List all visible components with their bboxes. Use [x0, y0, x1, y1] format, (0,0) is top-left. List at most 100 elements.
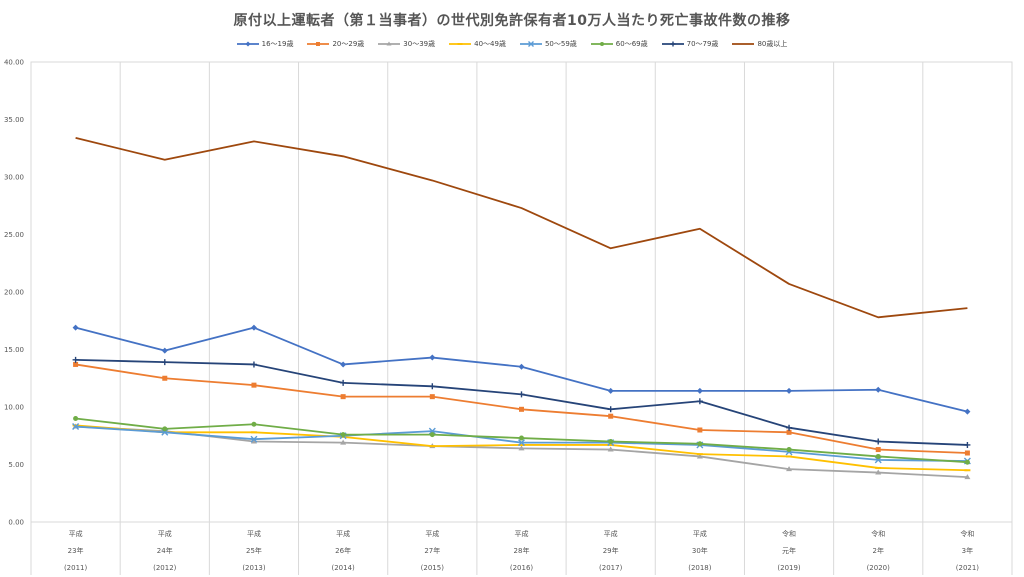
legend-item: 16〜19歳 — [236, 39, 294, 49]
data-point — [245, 41, 251, 47]
data-point — [340, 379, 347, 386]
data-point — [786, 424, 793, 431]
legend-item: 70〜79歳 — [661, 39, 718, 49]
legend-swatch — [236, 41, 259, 47]
legend-swatch — [519, 41, 542, 47]
x-tick-label: (2017) — [599, 564, 623, 572]
data-point — [162, 426, 168, 432]
x-tick-label: (2018) — [688, 564, 712, 572]
y-tick-label: 20.00 — [4, 289, 24, 297]
data-point — [518, 363, 525, 370]
y-tick-label: 35.00 — [4, 116, 24, 124]
data-point — [250, 435, 258, 443]
data-point — [607, 446, 614, 452]
data-point — [340, 394, 346, 400]
x-tick-label: 29年 — [603, 546, 619, 555]
data-point — [696, 453, 703, 459]
legend-item: 80歳以上 — [732, 39, 787, 49]
x-tick-label: 平成 — [515, 529, 529, 538]
legend-swatch — [449, 43, 472, 45]
legend-label: 50〜59歳 — [544, 40, 577, 48]
data-point — [162, 375, 168, 381]
legend-swatch — [732, 43, 755, 45]
data-point — [340, 439, 347, 445]
x-tick-label: 平成 — [336, 529, 350, 538]
data-point — [608, 413, 614, 419]
data-point — [607, 406, 614, 413]
x-tick-label: 元年 — [782, 546, 796, 555]
data-point — [250, 361, 257, 368]
data-point — [786, 429, 792, 435]
legend-label: 30〜39歳 — [403, 40, 436, 48]
legend-swatch — [661, 41, 684, 47]
legend-swatch — [590, 42, 613, 46]
data-point — [875, 469, 882, 475]
data-point — [786, 447, 792, 453]
data-point — [250, 324, 257, 331]
x-tick-label: 26年 — [335, 546, 351, 555]
data-point — [697, 427, 703, 433]
y-tick-label: 10.00 — [4, 404, 24, 412]
y-tick-label: 25.00 — [4, 231, 24, 239]
data-point — [386, 41, 392, 46]
legend-swatch — [307, 42, 330, 46]
legend-label: 60〜69歳 — [615, 40, 648, 48]
x-tick-label: 平成 — [604, 529, 618, 538]
x-tick-label: (2013) — [242, 564, 266, 572]
data-point — [250, 438, 257, 444]
data-point — [696, 398, 703, 405]
data-point — [73, 416, 79, 421]
data-point — [875, 453, 881, 459]
data-point — [670, 41, 676, 47]
data-point — [429, 394, 435, 400]
data-point — [518, 445, 525, 451]
x-tick-label: (2019) — [777, 564, 801, 572]
legend-item: 60〜69歳 — [590, 39, 648, 49]
data-point — [527, 41, 534, 47]
series-line — [75, 137, 968, 319]
y-tick-label: 15.00 — [4, 346, 24, 354]
data-point — [964, 459, 970, 465]
data-point — [429, 383, 436, 390]
data-point — [519, 435, 524, 441]
x-tick-label: 2年 — [872, 546, 883, 555]
x-tick-label: 24年 — [157, 546, 173, 555]
data-point — [786, 387, 793, 394]
x-tick-label: 23年 — [68, 546, 84, 555]
data-point — [599, 42, 604, 46]
data-point — [251, 421, 257, 427]
x-tick-label: 平成 — [247, 529, 261, 538]
y-tick-label: 40.00 — [4, 59, 24, 67]
data-point — [786, 466, 793, 472]
legend-label: 16〜19歳 — [261, 40, 294, 48]
data-point — [697, 441, 703, 447]
x-tick-label: (2015) — [421, 564, 445, 572]
y-tick-label: 5.00 — [8, 461, 24, 469]
x-tick-label: (2021) — [956, 564, 980, 572]
data-point — [161, 359, 168, 366]
x-tick-label: 平成 — [69, 529, 83, 538]
data-point — [429, 354, 436, 361]
data-point — [340, 432, 346, 438]
x-tick-label: 25年 — [246, 546, 262, 555]
data-point — [429, 432, 435, 438]
legend-label: 20〜29歳 — [332, 40, 365, 48]
data-point — [251, 382, 257, 388]
x-tick-label: (2016) — [510, 564, 534, 572]
data-point — [608, 439, 614, 444]
data-point — [964, 474, 971, 480]
data-point — [72, 324, 79, 331]
data-point — [875, 438, 882, 445]
x-tick-label: 3年 — [962, 546, 973, 555]
data-point — [964, 441, 971, 448]
data-point — [875, 386, 882, 393]
x-tick-label: 令和 — [871, 529, 885, 538]
data-point — [73, 361, 79, 367]
legend-item: 50〜59歳 — [519, 39, 577, 49]
data-point — [72, 423, 80, 431]
x-tick-label: 令和 — [960, 529, 974, 538]
legend-label: 40〜49歳 — [474, 40, 506, 48]
data-point — [340, 361, 347, 368]
legend-item: 20〜29歳 — [307, 39, 364, 49]
legend-label: 80歳以上 — [757, 40, 788, 48]
